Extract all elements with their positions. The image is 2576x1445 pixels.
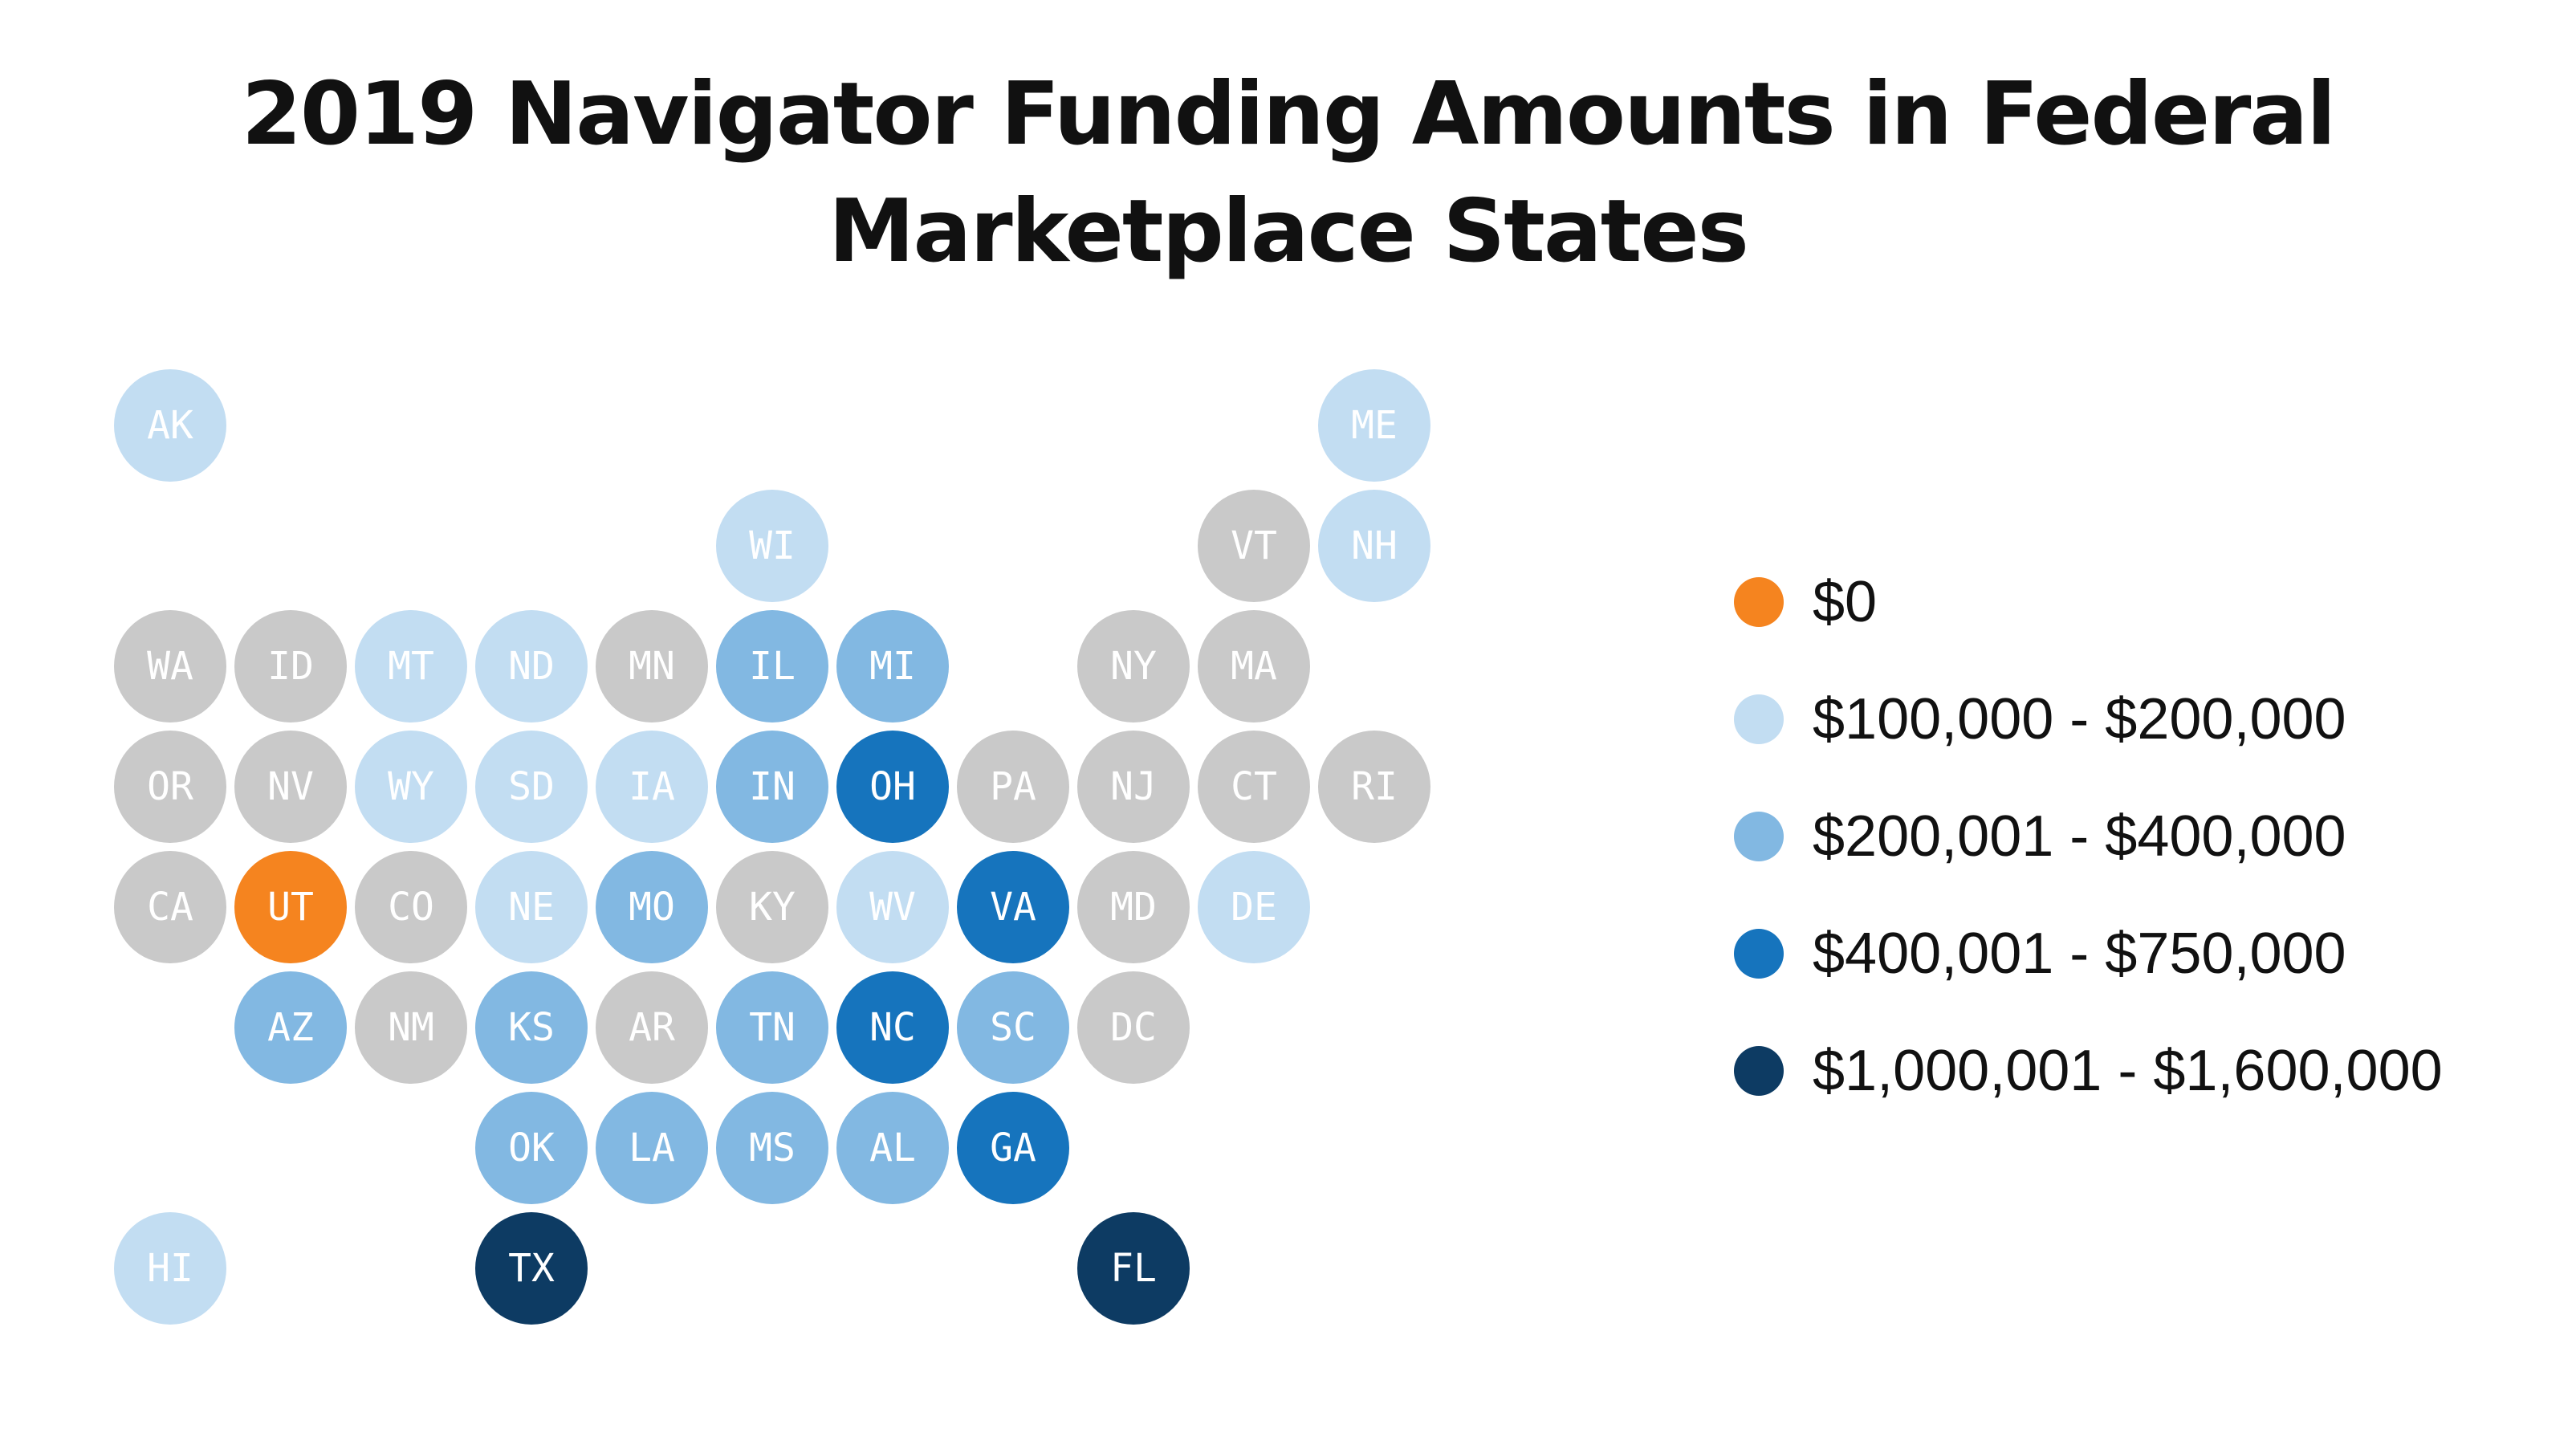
state-tile-il: IL	[716, 610, 828, 722]
state-tile-la: LA	[596, 1092, 708, 1204]
legend-swatch-icon	[1734, 929, 1784, 979]
state-tile-map: AK ME WI VT NH WA ID MT ND MN IL MI NY MA OR NV WY SD IA IN…	[114, 369, 1430, 1325]
state-tile-md: MD	[1077, 851, 1190, 963]
legend-item: $100,000 - $200,000	[1734, 679, 2346, 759]
state-tile-mo: MO	[596, 851, 708, 963]
state-tile-nh: NH	[1318, 490, 1430, 602]
state-tile-or: OR	[114, 731, 226, 843]
state-tile-nv: NV	[234, 731, 347, 843]
state-tile-ne: NE	[475, 851, 588, 963]
state-tile-ia: IA	[596, 731, 708, 843]
legend-item: $200,001 - $400,000	[1734, 796, 2346, 877]
state-tile-mn: MN	[596, 610, 708, 722]
state-tile-mi: MI	[836, 610, 949, 722]
state-tile-id: ID	[234, 610, 347, 722]
state-tile-ks: KS	[475, 971, 588, 1084]
state-tile-wa: WA	[114, 610, 226, 722]
state-tile-nc: NC	[836, 971, 949, 1084]
state-tile-dc: DC	[1077, 971, 1190, 1084]
state-tile-ri: RI	[1318, 731, 1430, 843]
state-tile-va: VA	[957, 851, 1069, 963]
state-tile-ar: AR	[596, 971, 708, 1084]
state-tile-pa: PA	[957, 731, 1069, 843]
state-tile-tn: TN	[716, 971, 828, 1084]
state-tile-wv: WV	[836, 851, 949, 963]
state-tile-wi: WI	[716, 490, 828, 602]
legend-swatch-icon	[1734, 694, 1784, 744]
state-tile-in: IN	[716, 731, 828, 843]
legend-swatch-icon	[1734, 812, 1784, 861]
state-tile-fl: FL	[1077, 1212, 1190, 1325]
state-tile-co: CO	[355, 851, 467, 963]
legend-swatch-icon	[1734, 1046, 1784, 1096]
state-tile-nd: ND	[475, 610, 588, 722]
state-tile-oh: OH	[836, 731, 949, 843]
state-tile-mt: MT	[355, 610, 467, 722]
legend-label: $100,000 - $200,000	[1813, 687, 2346, 751]
state-tile-sd: SD	[475, 731, 588, 843]
chart-title-line-1: 2019 Navigator Funding Amounts in Federa…	[241, 64, 2337, 165]
state-tile-ms: MS	[716, 1092, 828, 1204]
state-tile-ut: UT	[234, 851, 347, 963]
state-tile-ok: OK	[475, 1092, 588, 1204]
legend-label: $400,001 - $750,000	[1813, 922, 2346, 986]
state-tile-nj: NJ	[1077, 731, 1190, 843]
state-tile-ak: AK	[114, 369, 226, 482]
legend-item: $1,000,001 - $1,600,000	[1734, 1031, 2443, 1111]
state-tile-wy: WY	[355, 731, 467, 843]
legend-label: $200,001 - $400,000	[1813, 804, 2346, 869]
state-tile-sc: SC	[957, 971, 1069, 1084]
legend-label: $1,000,001 - $1,600,000	[1813, 1039, 2443, 1103]
state-tile-ga: GA	[957, 1092, 1069, 1204]
state-tile-tx: TX	[475, 1212, 588, 1325]
state-tile-vt: VT	[1198, 490, 1310, 602]
state-tile-ky: KY	[716, 851, 828, 963]
chart-title: 2019 Navigator Funding Amounts in Federa…	[0, 56, 2576, 291]
state-tile-ny: NY	[1077, 610, 1190, 722]
chart-title-line-2: Marketplace States	[828, 181, 1749, 282]
state-tile-ma: MA	[1198, 610, 1310, 722]
legend-item: $400,001 - $750,000	[1734, 914, 2346, 994]
state-tile-de: DE	[1198, 851, 1310, 963]
state-tile-me: ME	[1318, 369, 1430, 482]
legend-label: $0	[1813, 570, 1878, 634]
state-tile-ca: CA	[114, 851, 226, 963]
legend-item: $0	[1734, 562, 1877, 642]
state-tile-hi: HI	[114, 1212, 226, 1325]
state-tile-nm: NM	[355, 971, 467, 1084]
state-tile-ct: CT	[1198, 731, 1310, 843]
state-tile-az: AZ	[234, 971, 347, 1084]
state-tile-al: AL	[836, 1092, 949, 1204]
legend-swatch-icon	[1734, 577, 1784, 627]
